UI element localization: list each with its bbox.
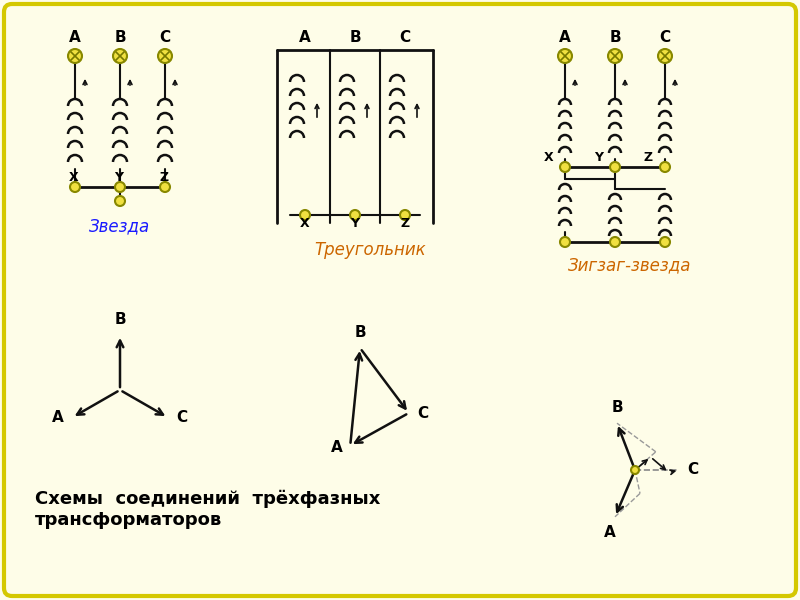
Circle shape <box>350 210 360 220</box>
Circle shape <box>158 49 172 63</box>
Circle shape <box>660 162 670 172</box>
Text: X: X <box>69 171 79 184</box>
Text: X: X <box>300 217 310 230</box>
Circle shape <box>608 49 622 63</box>
Text: Зигзаг-звезда: Зигзаг-звезда <box>568 256 692 274</box>
Text: C: C <box>159 31 170 46</box>
Text: A: A <box>559 31 571 46</box>
Circle shape <box>70 182 80 192</box>
Text: Y: Y <box>594 151 603 164</box>
Text: A: A <box>53 410 64 425</box>
Text: A: A <box>604 525 616 540</box>
Text: B: B <box>349 31 361 46</box>
Circle shape <box>113 49 127 63</box>
Circle shape <box>558 49 572 63</box>
Text: Звезда: Звезда <box>90 217 150 235</box>
Text: B: B <box>609 31 621 46</box>
Text: Треугольник: Треугольник <box>314 241 426 259</box>
Circle shape <box>115 182 125 192</box>
Circle shape <box>560 237 570 247</box>
Circle shape <box>68 49 82 63</box>
Text: X: X <box>543 151 553 164</box>
Text: Y: Y <box>114 171 123 184</box>
Text: Схемы  соединений  трёхфазных
трансформаторов: Схемы соединений трёхфазных трансформато… <box>35 490 380 529</box>
Text: B: B <box>611 400 623 415</box>
Circle shape <box>610 237 620 247</box>
Text: Z: Z <box>644 151 653 164</box>
Text: A: A <box>330 440 342 455</box>
Text: Z: Z <box>401 217 410 230</box>
Text: Z: Z <box>159 171 169 184</box>
Text: C: C <box>659 31 670 46</box>
Text: B: B <box>114 312 126 327</box>
Text: A: A <box>69 31 81 46</box>
Circle shape <box>160 182 170 192</box>
Circle shape <box>115 196 125 206</box>
Circle shape <box>610 162 620 172</box>
Circle shape <box>560 162 570 172</box>
Circle shape <box>660 237 670 247</box>
Text: Y: Y <box>350 217 359 230</box>
Text: B: B <box>354 325 366 340</box>
Text: A: A <box>299 31 311 46</box>
FancyBboxPatch shape <box>4 4 796 596</box>
Circle shape <box>658 49 672 63</box>
Text: C: C <box>176 410 187 425</box>
Circle shape <box>300 210 310 220</box>
Text: C: C <box>417 406 428 421</box>
Text: C: C <box>687 463 698 478</box>
Text: C: C <box>399 31 410 46</box>
Circle shape <box>400 210 410 220</box>
Text: B: B <box>114 31 126 46</box>
Circle shape <box>631 466 639 474</box>
